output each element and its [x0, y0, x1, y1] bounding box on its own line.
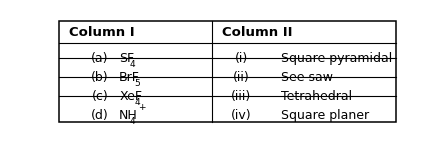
- Text: (i): (i): [235, 52, 248, 65]
- Text: (iii): (iii): [231, 90, 251, 103]
- Text: Column I: Column I: [69, 26, 135, 39]
- Text: BrF: BrF: [119, 71, 140, 84]
- Text: Tetrahedral: Tetrahedral: [281, 90, 352, 103]
- Text: XeF: XeF: [119, 90, 142, 103]
- Text: (c): (c): [92, 90, 109, 103]
- Text: (b): (b): [91, 71, 109, 84]
- Text: Square planer: Square planer: [281, 109, 369, 122]
- Text: +: +: [139, 103, 146, 112]
- Text: (ii): (ii): [233, 71, 250, 84]
- Text: (a): (a): [91, 52, 109, 65]
- Text: NH: NH: [119, 109, 138, 122]
- Text: See saw: See saw: [281, 71, 333, 84]
- Text: (d): (d): [91, 109, 109, 122]
- Text: 4: 4: [134, 98, 140, 107]
- Text: Square pyramidal: Square pyramidal: [281, 52, 392, 65]
- Text: 5: 5: [134, 79, 140, 88]
- Text: (iv): (iv): [231, 109, 252, 122]
- Text: 4: 4: [130, 60, 135, 69]
- Text: Column II: Column II: [222, 26, 293, 39]
- Text: 4: 4: [130, 117, 135, 126]
- Text: SF: SF: [119, 52, 134, 65]
